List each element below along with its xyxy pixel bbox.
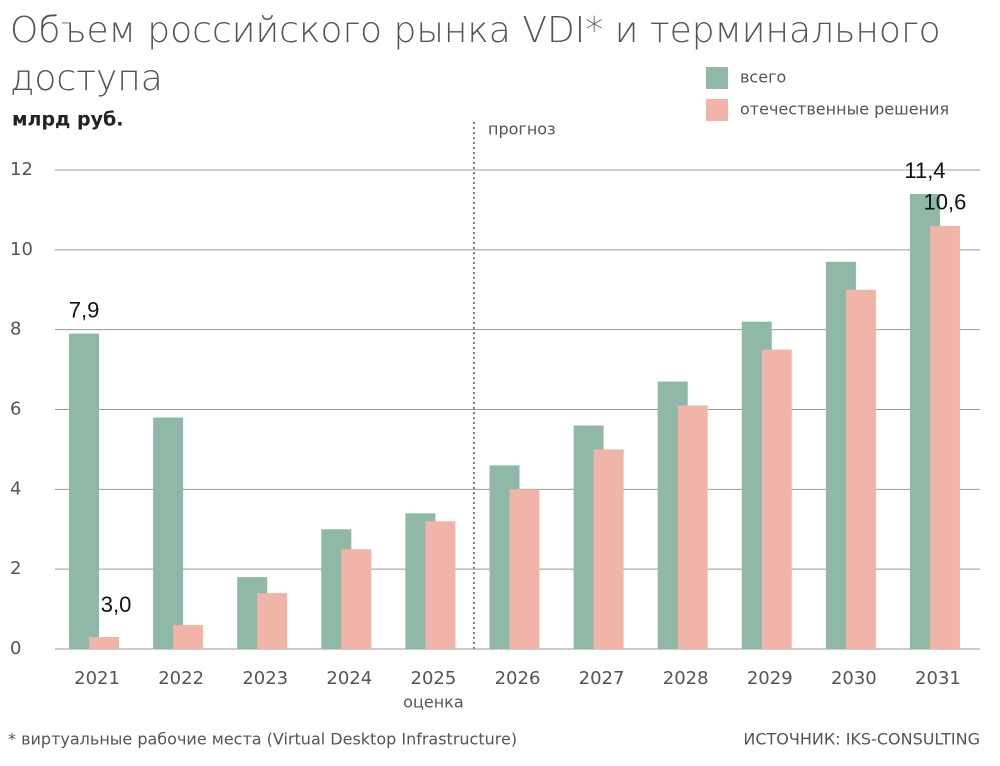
x-tick-label: 2029 xyxy=(747,668,793,689)
x-tick-label: 2024 xyxy=(326,668,372,689)
bar xyxy=(593,449,624,649)
legend-swatch xyxy=(706,99,728,121)
bar xyxy=(69,333,100,649)
value-label: 7,9 xyxy=(69,297,100,322)
x-tick-label: 2026 xyxy=(495,668,541,689)
value-label: 10,6 xyxy=(924,190,967,215)
chart-title: Объем российского рынка VDI* и терминаль… xyxy=(10,10,941,51)
x-tick-label: 2030 xyxy=(831,668,877,689)
y-tick-label: 10 xyxy=(10,239,33,260)
bar xyxy=(173,625,204,649)
bar xyxy=(845,289,876,649)
y-tick-label: 2 xyxy=(10,558,21,579)
bar xyxy=(153,417,184,649)
x-tick-label: 2025 xyxy=(411,668,457,689)
x-tick-label: 2021 xyxy=(74,668,120,689)
value-label: 11,4 xyxy=(904,158,945,183)
x-tick-label: 2023 xyxy=(242,668,288,689)
chart-title: доступа xyxy=(10,58,163,99)
bar xyxy=(509,489,540,649)
y-tick-label: 6 xyxy=(10,399,21,420)
x-tick-label: 2027 xyxy=(579,668,625,689)
y-tick-label: 4 xyxy=(10,478,21,499)
annotation: 3,0 xyxy=(101,592,132,617)
bar xyxy=(425,521,456,649)
forecast-label: прогноз xyxy=(488,120,556,139)
legend-label: отечественные решения xyxy=(740,100,949,119)
source: ИСТОЧНИК: IKS-CONSULTING xyxy=(743,730,980,749)
y-tick-label: 0 xyxy=(10,638,21,659)
estimate-label: оценка xyxy=(403,693,463,712)
y-tick-label: 8 xyxy=(10,319,21,340)
bar xyxy=(929,225,960,649)
bar xyxy=(341,549,372,649)
bar xyxy=(677,405,708,649)
x-tick-label: 2031 xyxy=(915,668,961,689)
bar xyxy=(761,349,792,649)
legend-label: всего xyxy=(740,68,786,87)
x-tick-label: 2022 xyxy=(158,668,204,689)
bar xyxy=(257,593,288,649)
legend-swatch xyxy=(706,67,728,89)
x-tick-label: 2028 xyxy=(663,668,709,689)
bar xyxy=(89,637,120,649)
y-tick-label: 12 xyxy=(10,159,33,180)
footnote: * виртуальные рабочие места (Virtual Des… xyxy=(8,730,517,749)
y-axis-label: млрд руб. xyxy=(12,109,123,131)
